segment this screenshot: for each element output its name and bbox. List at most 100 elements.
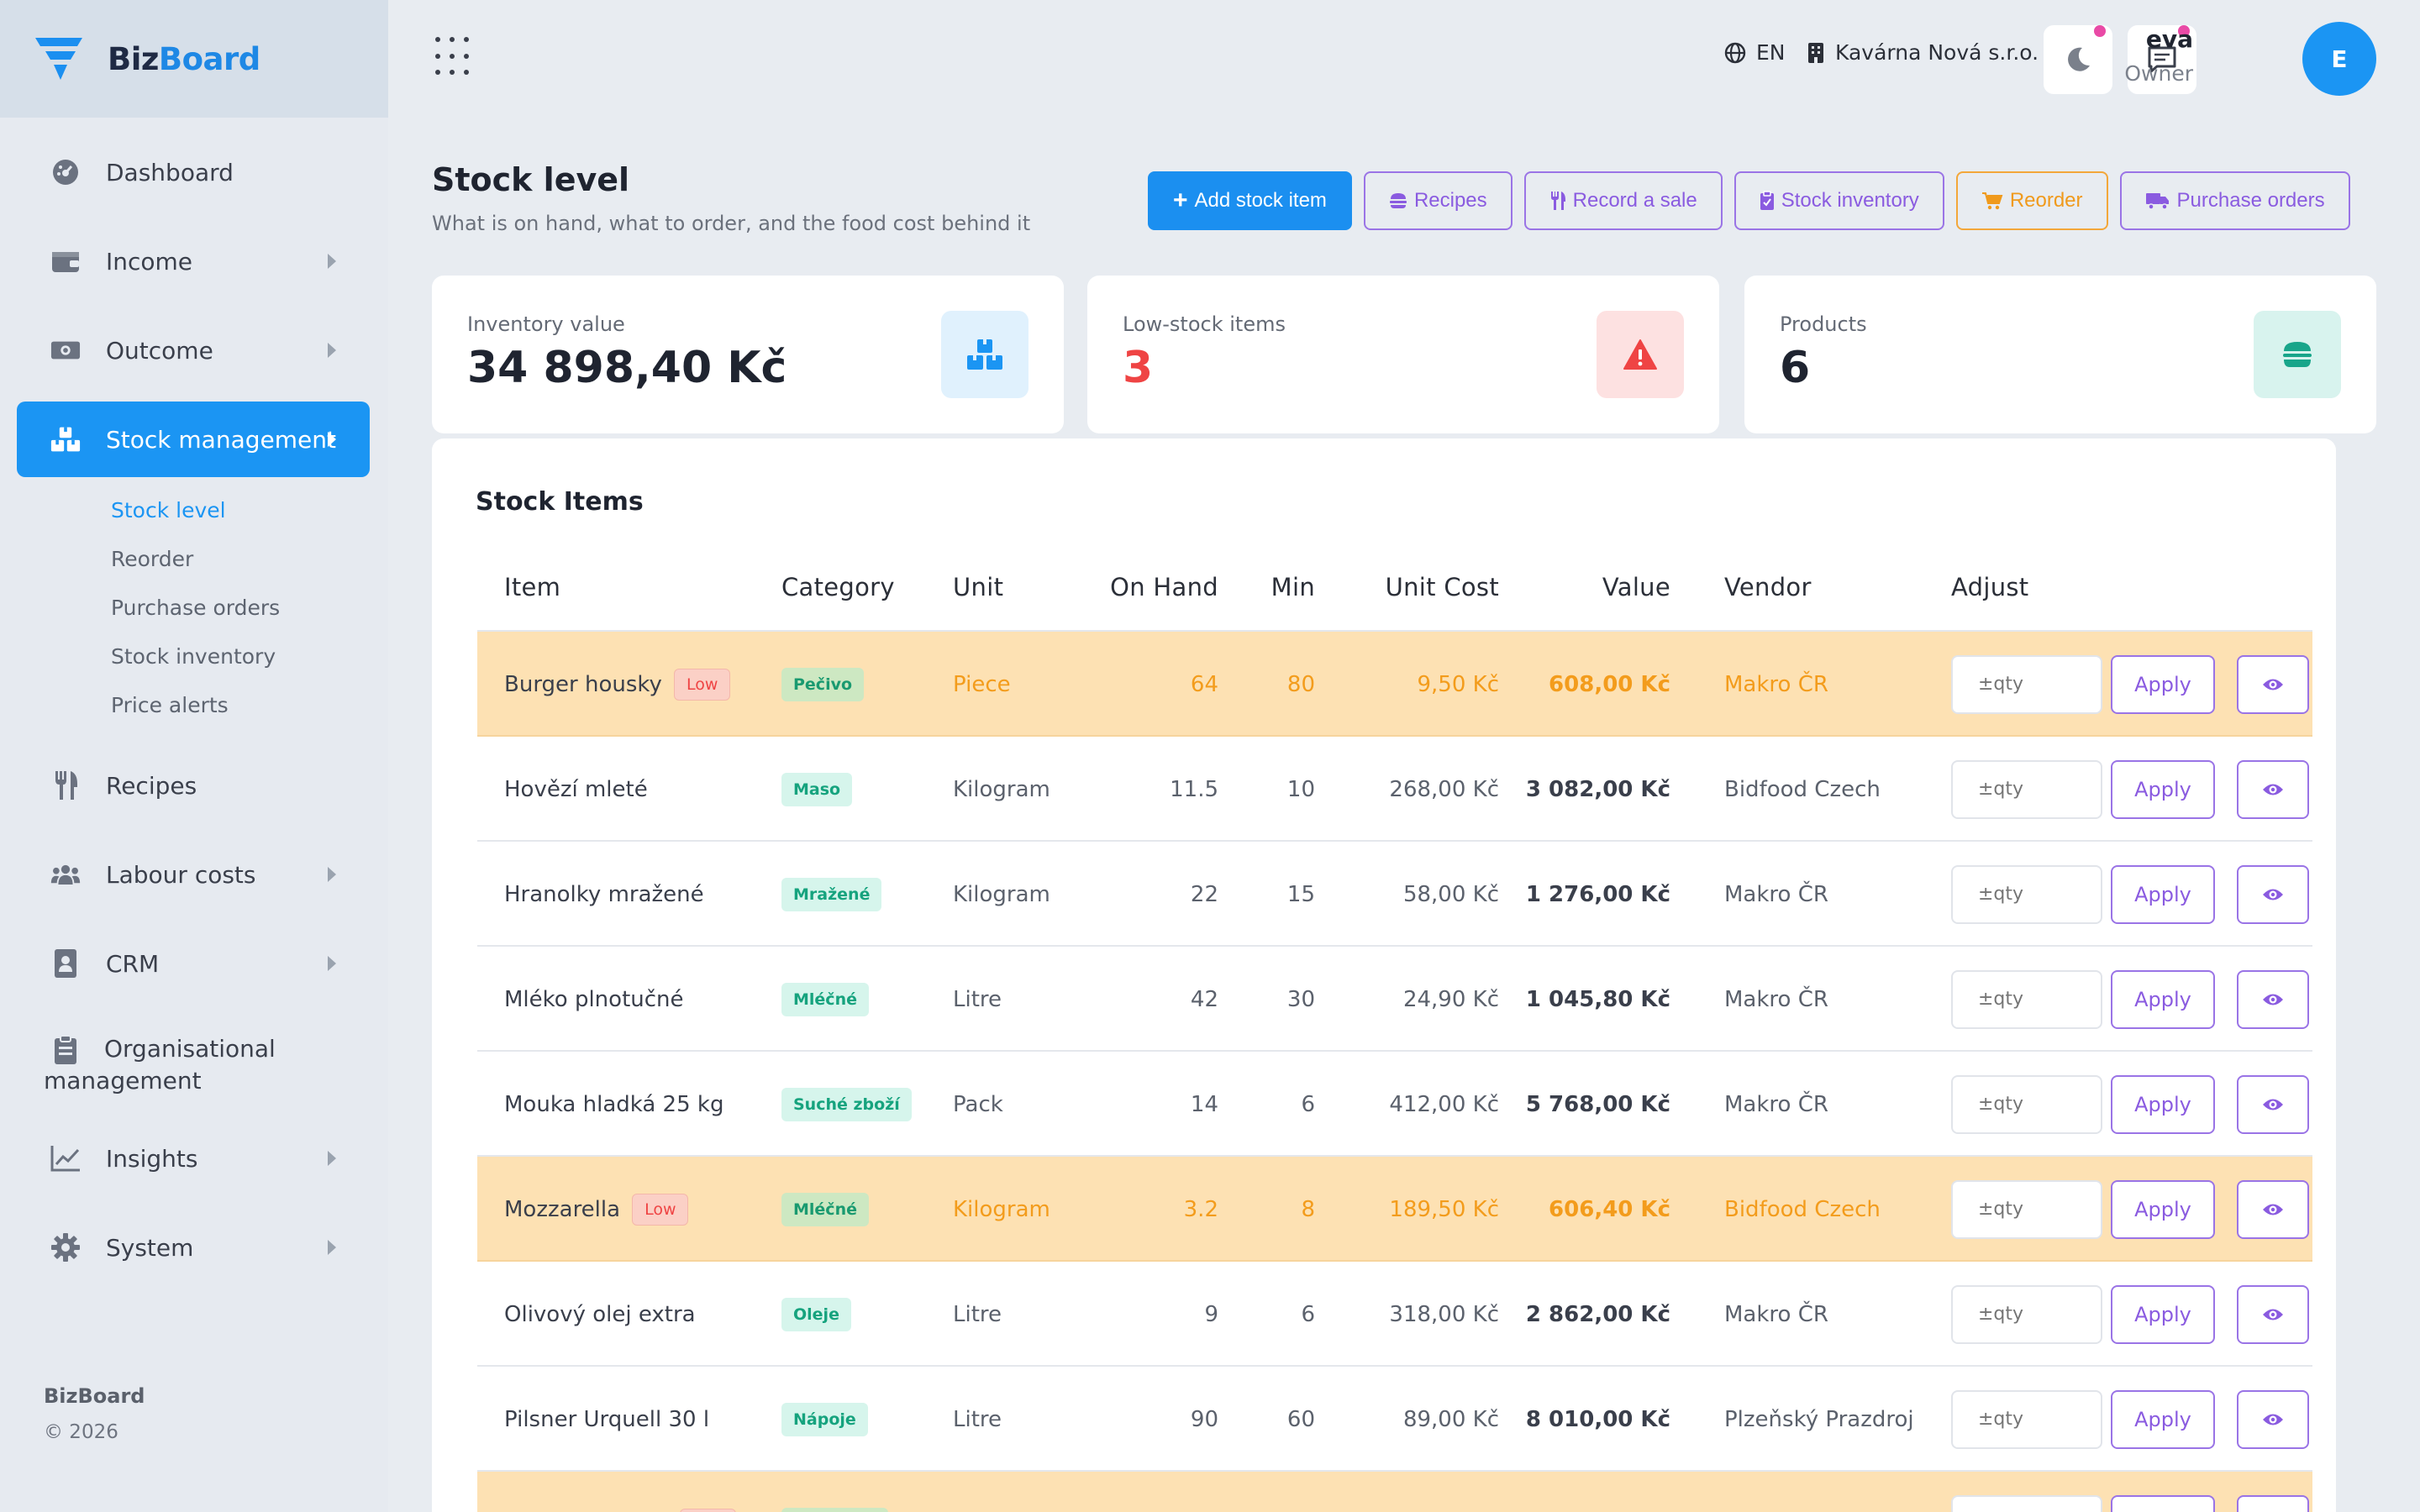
sidebar-item-insights[interactable]: Insights (17, 1121, 370, 1196)
sidebar-item-dashboard[interactable]: Dashboard (17, 134, 370, 210)
cell-item[interactable]: Rajčatové pyréLow (504, 1472, 737, 1512)
sidebar-item-labour-costs[interactable]: Labour costs (17, 837, 370, 912)
view-button[interactable] (2237, 759, 2309, 819)
sidebar-item-recipes[interactable]: Recipes (17, 748, 370, 823)
column-header-min[interactable]: Min (1270, 573, 1315, 601)
apply-button[interactable]: Apply (2111, 1179, 2215, 1239)
qty-input[interactable] (1951, 969, 2102, 1029)
view-button[interactable] (2237, 654, 2309, 714)
cell-row-actions (2237, 1472, 2312, 1512)
chat-icon (2148, 46, 2176, 73)
language-selector[interactable]: EN (1724, 40, 1786, 65)
stock-items-card: Stock Items Item Category Unit On Hand M… (432, 438, 2336, 1512)
apps-grid-icon[interactable] (435, 37, 476, 77)
apply-button[interactable]: Apply (2111, 654, 2215, 714)
company-selector[interactable]: Kavárna Nová s.r.o. (1807, 40, 2039, 65)
theme-toggle-button[interactable] (2044, 25, 2112, 94)
sidebar-item-system[interactable]: System (17, 1210, 370, 1285)
column-header-vendor[interactable]: Vendor (1724, 573, 1812, 601)
column-header-on-hand[interactable]: On Hand (1110, 573, 1218, 601)
view-button[interactable] (2237, 1284, 2309, 1344)
column-header-value[interactable]: Value (1602, 573, 1670, 601)
view-button[interactable] (2237, 1389, 2309, 1449)
qty-input[interactable] (1951, 864, 2102, 924)
sidebar-item-organisational-management[interactable]: Organisational management (17, 1015, 370, 1107)
record-sale-button[interactable]: Record a sale (1523, 171, 1723, 230)
item-name: Pilsner Urquell 30 l (504, 1406, 710, 1432)
view-button[interactable] (2237, 969, 2309, 1029)
sidebar-item-outcome[interactable]: Outcome (17, 312, 370, 388)
qty-input[interactable] (1951, 1179, 2102, 1239)
cell-item[interactable]: Mouka hladká 25 kg (504, 1052, 723, 1157)
view-button[interactable] (2237, 1074, 2309, 1134)
cell-item[interactable]: Mléko plnotučné (504, 947, 684, 1052)
footer-brand: BizBoard (44, 1384, 145, 1408)
view-button[interactable] (2237, 1494, 2309, 1512)
cell-item[interactable]: Mozzarella Low (504, 1157, 689, 1262)
sidebar-item-stock-management[interactable]: Stock management (17, 402, 370, 477)
submenu-item-price-alerts[interactable]: Price alerts (111, 692, 229, 717)
eye-icon (2263, 1309, 2283, 1320)
apply-button[interactable]: Apply (2111, 759, 2215, 819)
avatar[interactable]: E (2302, 22, 2376, 96)
user-info[interactable]: eva Owner (2124, 25, 2193, 86)
cell-min: 15 (1231, 1472, 1315, 1512)
column-header-item[interactable]: Item (504, 573, 561, 601)
qty-input[interactable] (1951, 1074, 2102, 1134)
qty-input[interactable] (1951, 1284, 2102, 1344)
cell-item[interactable]: Hovězí mleté (504, 737, 648, 842)
apply-button[interactable]: Apply (2111, 1494, 2215, 1512)
apply-button[interactable]: Apply (2111, 1389, 2215, 1449)
view-button[interactable] (2237, 1179, 2309, 1239)
submenu-item-stock-inventory[interactable]: Stock inventory (111, 643, 276, 669)
topbar: EN Kavárna Nová s.r.o. eva Owner (388, 0, 2420, 118)
cell-item[interactable]: Pilsner Urquell 30 l (504, 1367, 709, 1472)
cell-item[interactable]: Olivový olej extra (504, 1262, 696, 1367)
eye-icon (2263, 679, 2283, 690)
qty-input[interactable] (1951, 1494, 2102, 1512)
sidebar-item-label: Stock management (106, 425, 336, 454)
purchase-orders-button[interactable]: Purchase orders (2119, 171, 2350, 230)
notification-dot (2178, 25, 2190, 37)
cell-category: Suché zboží (781, 1052, 912, 1157)
low-stock-card: Low-stock items 3 (1087, 276, 1719, 433)
stock-inventory-button[interactable]: Stock inventory (1733, 171, 1944, 230)
sidebar-item-crm[interactable]: CRM (17, 926, 370, 1001)
cell-adjust: Apply (1951, 737, 2215, 842)
submenu-item-stock-level[interactable]: Stock level (111, 497, 226, 522)
cell-item[interactable]: Burger housky Low (504, 632, 731, 737)
item-name: Mouka hladká 25 kg (504, 1091, 724, 1117)
money-bill-icon (50, 335, 81, 365)
cell-value: 3 082,00 Kč (1525, 776, 1670, 802)
submenu-item-reorder[interactable]: Reorder (111, 546, 194, 571)
cell-item[interactable]: Hranolky mražené (504, 842, 704, 947)
reorder-button[interactable]: Reorder (1955, 171, 2108, 230)
recipes-button[interactable]: Recipes (1363, 171, 1512, 230)
cell-category: Maso (781, 737, 853, 842)
add-stock-item-button[interactable]: + Add stock item (1148, 171, 1352, 230)
apply-button[interactable]: Apply (2111, 1074, 2215, 1134)
apply-button[interactable]: Apply (2111, 969, 2215, 1029)
stock-items-table: Item Category Unit On Hand Min Unit Cost… (477, 541, 2312, 1512)
sidebar-item-income[interactable]: Income (17, 223, 370, 299)
brand[interactable]: BizBoard (0, 0, 388, 118)
building-icon (1808, 42, 1823, 63)
column-header-unit[interactable]: Unit (953, 573, 1004, 601)
messages-button[interactable] (2128, 25, 2196, 94)
qty-input[interactable] (1951, 654, 2102, 714)
stat-label: Inventory value (467, 312, 625, 336)
column-header-category[interactable]: Category (781, 573, 895, 601)
apply-button[interactable]: Apply (2111, 864, 2215, 924)
qty-input[interactable] (1951, 1389, 2102, 1449)
cell-unit-cost: 189,50 Kč (1389, 1196, 1499, 1222)
table-row: Hovězí mleté Maso Kilogram 11.5 10 268,00 Kč 3… (477, 737, 2312, 842)
submenu-item-purchase-orders[interactable]: Purchase orders (111, 595, 281, 620)
moon-icon (2068, 47, 2090, 71)
sidebar-item-label: Income (106, 247, 193, 276)
sidebar-item-label: CRM (106, 949, 160, 978)
view-button[interactable] (2237, 864, 2309, 924)
hamburger-icon (2254, 311, 2341, 398)
qty-input[interactable] (1951, 759, 2102, 819)
column-header-unit-cost[interactable]: Unit Cost (1385, 573, 1499, 601)
apply-button[interactable]: Apply (2111, 1284, 2215, 1344)
